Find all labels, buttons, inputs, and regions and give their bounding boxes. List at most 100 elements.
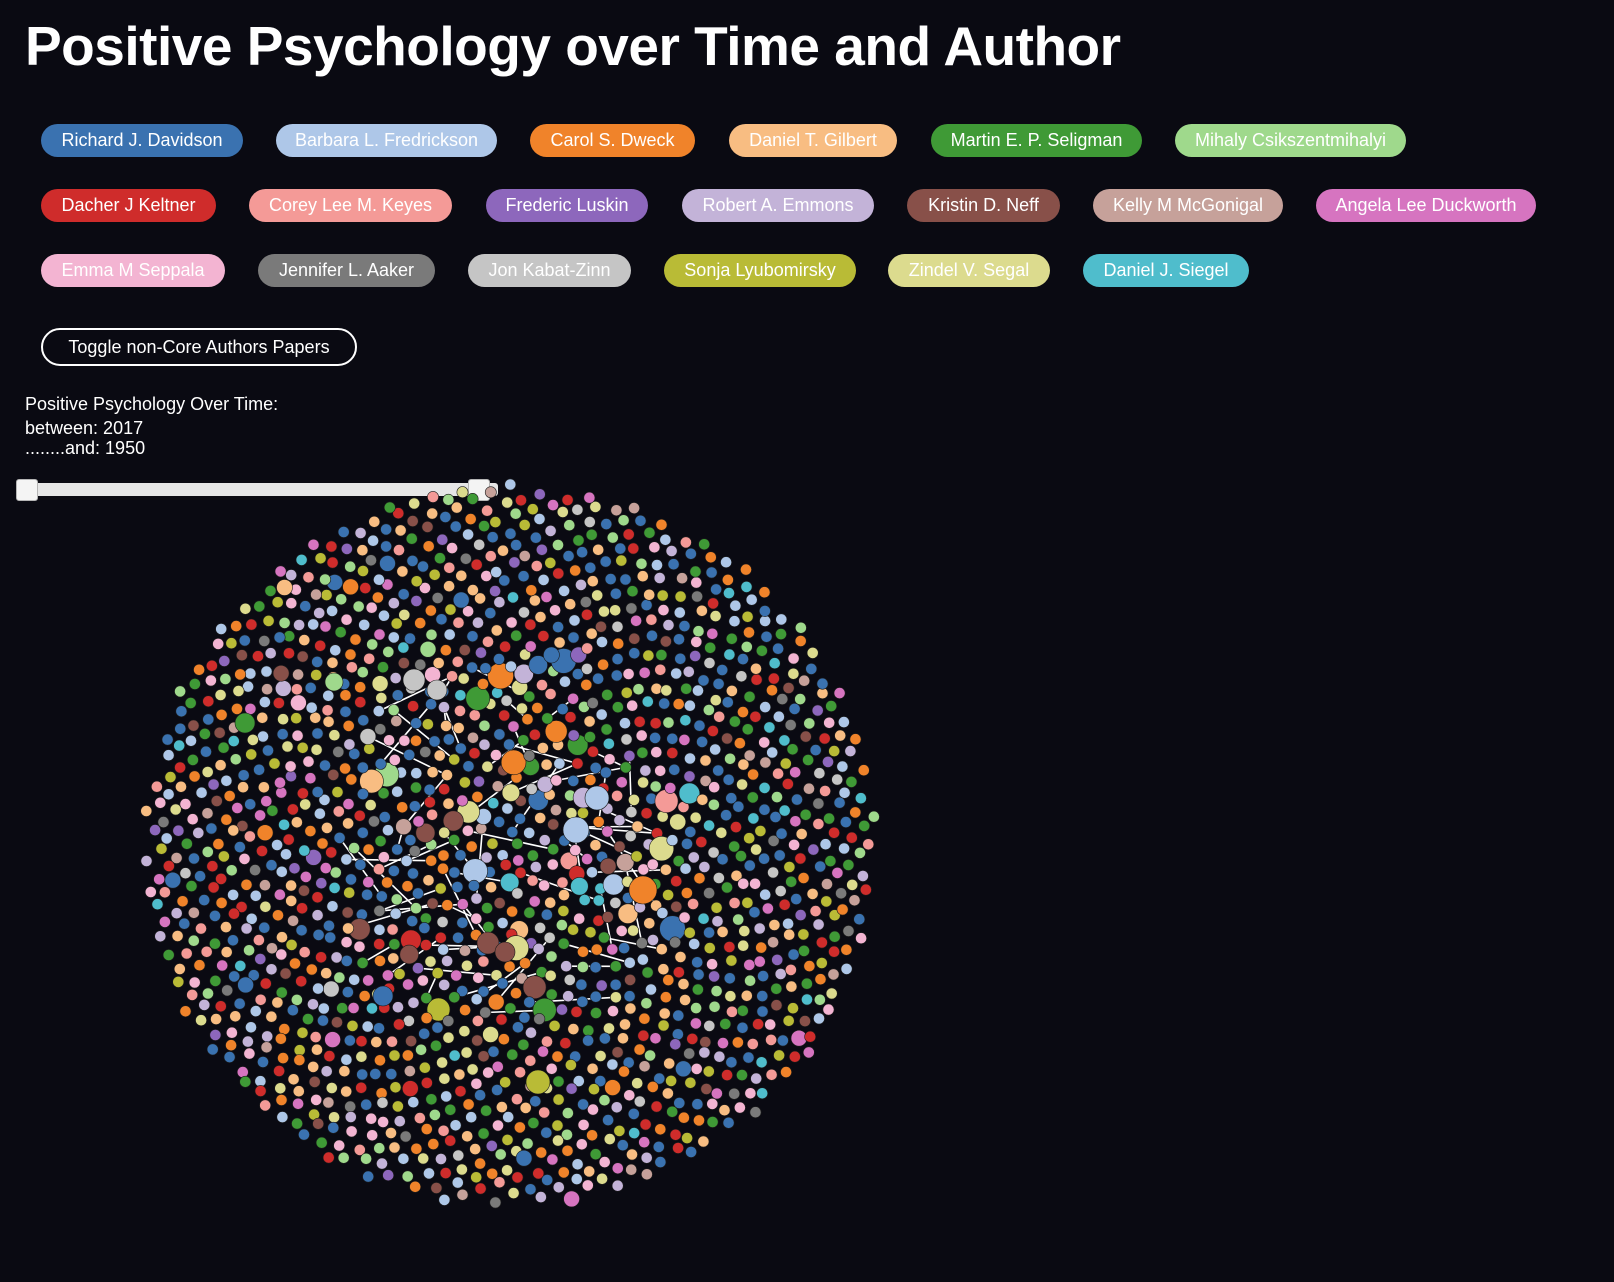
graph-node[interactable] (522, 975, 547, 1000)
graph-node[interactable] (819, 785, 831, 797)
graph-node[interactable] (425, 1093, 438, 1106)
graph-node[interactable] (589, 990, 602, 1003)
graph-node[interactable] (227, 824, 240, 837)
graph-node[interactable] (249, 889, 262, 902)
graph-node[interactable] (178, 917, 191, 930)
graph-node[interactable] (253, 763, 265, 776)
graph-node[interactable] (227, 735, 240, 747)
graph-node[interactable] (736, 1069, 748, 1081)
graph-node[interactable] (373, 573, 385, 586)
graph-node[interactable] (689, 650, 702, 662)
graph-node[interactable] (559, 1037, 572, 1050)
graph-node[interactable] (545, 1062, 558, 1075)
graph-node[interactable] (313, 807, 326, 820)
graph-node[interactable] (772, 642, 784, 655)
graph-node[interactable] (641, 695, 654, 708)
graph-node[interactable] (683, 926, 696, 939)
graph-node[interactable] (451, 1176, 464, 1189)
graph-node[interactable] (412, 887, 424, 900)
graph-node[interactable] (407, 1096, 420, 1109)
graph-node[interactable] (787, 652, 800, 665)
graph-node[interactable] (541, 1035, 553, 1048)
graph-node[interactable] (339, 689, 352, 702)
graph-node[interactable] (200, 945, 213, 958)
graph-node[interactable] (563, 519, 576, 532)
graph-node[interactable] (232, 685, 245, 697)
graph-node[interactable] (154, 796, 167, 809)
graph-node[interactable] (511, 837, 524, 850)
graph-node[interactable] (419, 582, 431, 594)
graph-node[interactable] (626, 585, 639, 598)
graph-node[interactable] (534, 922, 546, 934)
graph-node[interactable] (452, 931, 464, 944)
graph-node[interactable] (806, 888, 819, 900)
graph-node[interactable] (561, 1128, 573, 1141)
graph-node[interactable] (816, 936, 828, 949)
graph-node[interactable] (472, 616, 484, 629)
graph-node[interactable] (536, 543, 548, 556)
graph-node[interactable] (388, 1141, 401, 1154)
graph-node[interactable] (622, 668, 635, 680)
graph-node[interactable] (477, 985, 490, 998)
graph-node[interactable] (392, 507, 405, 520)
graph-node[interactable] (773, 710, 785, 723)
graph-node[interactable] (708, 970, 720, 983)
graph-node[interactable] (480, 570, 493, 582)
graph-node[interactable] (242, 680, 254, 693)
graph-node[interactable] (758, 803, 771, 816)
graph-node[interactable] (526, 874, 539, 887)
graph-node[interactable] (584, 731, 596, 743)
graph-node[interactable] (734, 1101, 746, 1114)
graph-node[interactable] (284, 760, 297, 773)
graph-node[interactable] (789, 766, 802, 779)
graph-node[interactable] (329, 866, 342, 879)
graph-node[interactable] (362, 843, 375, 856)
graph-node[interactable] (289, 957, 301, 970)
graph-node[interactable] (354, 681, 367, 694)
graph-node[interactable] (686, 1033, 699, 1045)
graph-node[interactable] (466, 492, 479, 505)
graph-node[interactable] (558, 585, 570, 597)
graph-node[interactable] (175, 780, 187, 793)
graph-node[interactable] (368, 515, 381, 528)
graph-node[interactable] (234, 960, 247, 972)
graph-node[interactable] (785, 980, 798, 993)
graph-node[interactable] (530, 560, 543, 572)
graph-node[interactable] (509, 507, 522, 520)
graph-node-highlighted[interactable] (628, 875, 658, 905)
graph-node[interactable] (439, 511, 452, 523)
graph-node-highlighted[interactable] (402, 668, 426, 692)
graph-node[interactable] (292, 1085, 305, 1098)
graph-node[interactable] (157, 816, 170, 828)
graph-node[interactable] (431, 1021, 444, 1034)
graph-node[interactable] (679, 714, 692, 727)
graph-node[interactable] (345, 661, 358, 674)
graph-node[interactable] (299, 871, 312, 883)
graph-node[interactable] (721, 1069, 733, 1081)
graph-node[interactable] (759, 701, 772, 713)
graph-node[interactable] (537, 630, 550, 642)
graph-node[interactable] (639, 764, 652, 777)
graph-node[interactable] (469, 1143, 482, 1155)
graph-node[interactable] (285, 569, 298, 581)
graph-node[interactable] (583, 715, 596, 728)
graph-node[interactable] (223, 790, 236, 802)
graph-node[interactable] (778, 804, 791, 817)
graph-node[interactable] (274, 1032, 287, 1045)
graph-node[interactable] (787, 667, 800, 680)
graph-node[interactable] (290, 712, 303, 725)
graph-node[interactable] (749, 710, 762, 723)
graph-node[interactable] (361, 1020, 374, 1033)
graph-node[interactable] (382, 1169, 395, 1182)
graph-node[interactable] (342, 817, 354, 830)
graph-node[interactable] (812, 818, 825, 830)
graph-node[interactable] (371, 675, 389, 692)
graph-node[interactable] (524, 1183, 537, 1196)
graph-node[interactable] (382, 824, 394, 837)
graph-node[interactable] (356, 957, 369, 969)
graph-node[interactable] (518, 519, 531, 531)
graph-node[interactable] (153, 873, 166, 886)
graph-node[interactable] (799, 808, 812, 821)
graph-node[interactable] (204, 674, 217, 687)
